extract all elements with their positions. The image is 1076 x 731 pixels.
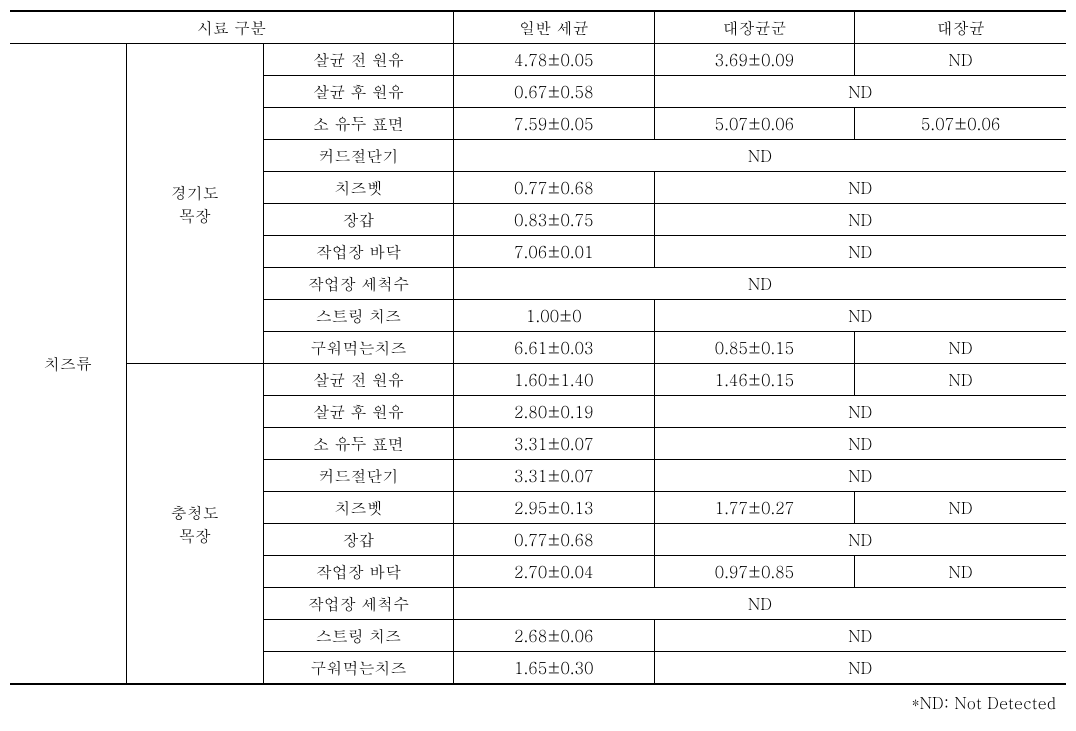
farm-gyeonggi-line1: 경기도 — [171, 181, 219, 204]
item-label: 살균 후 원유 — [263, 76, 453, 108]
cell-general: 0.67±0.58 — [454, 76, 655, 108]
cell-general: 0.77±0.68 — [454, 172, 655, 204]
table-row: 치즈류 경기도 목장 살균 전 원유 4.78±0.05 3.69±0.09 N… — [10, 44, 1066, 76]
cell-merged: ND — [654, 172, 1066, 204]
item-label: 작업장 바닥 — [263, 236, 453, 268]
item-label: 작업장 세척수 — [263, 268, 453, 300]
item-label: 치즈벳 — [263, 492, 453, 524]
item-label: 커드절단기 — [263, 460, 453, 492]
cell-general: 2.80±0.19 — [454, 396, 655, 428]
cell-merged: ND — [654, 76, 1066, 108]
header-ecoli: 대장균 — [855, 11, 1066, 44]
cell-general: 7.59±0.05 — [454, 108, 655, 140]
cell-coliform: 0.85±0.15 — [654, 332, 855, 364]
cell-ecoli: ND — [855, 492, 1066, 524]
cell-merged-all: ND — [454, 588, 1067, 620]
category-main: 치즈류 — [10, 44, 126, 685]
cell-general: 0.77±0.68 — [454, 524, 655, 556]
cell-merged: ND — [654, 460, 1066, 492]
item-label: 치즈벳 — [263, 172, 453, 204]
cell-merged: ND — [654, 620, 1066, 652]
cell-general: 4.78±0.05 — [454, 44, 655, 76]
header-sample-category: 시료 구분 — [10, 11, 454, 44]
cell-merged-all: ND — [454, 140, 1067, 172]
farm-chungcheong-line2: 목장 — [179, 524, 211, 547]
cell-ecoli: ND — [855, 556, 1066, 588]
item-label: 작업장 세척수 — [263, 588, 453, 620]
item-label: 작업장 바닥 — [263, 556, 453, 588]
cell-general: 2.95±0.13 — [454, 492, 655, 524]
cell-general: 7.06±0.01 — [454, 236, 655, 268]
cell-coliform: 1.46±0.15 — [654, 364, 855, 396]
cell-general: 2.68±0.06 — [454, 620, 655, 652]
cell-ecoli: ND — [855, 364, 1066, 396]
cell-general: 6.61±0.03 — [454, 332, 655, 364]
item-label: 스트링 치즈 — [263, 620, 453, 652]
cell-merged-all: ND — [454, 268, 1067, 300]
cell-merged: ND — [654, 396, 1066, 428]
item-label: 커드절단기 — [263, 140, 453, 172]
cell-general: 1.60±1.40 — [454, 364, 655, 396]
cell-merged: ND — [654, 204, 1066, 236]
footnote-nd: *ND: Not Detected — [10, 685, 1066, 714]
header-coliform-group: 대장균군 — [654, 11, 855, 44]
cell-general: 1.65±0.30 — [454, 652, 655, 685]
cell-merged: ND — [654, 652, 1066, 685]
item-label: 소 유두 표면 — [263, 428, 453, 460]
item-label: 장갑 — [263, 204, 453, 236]
table-header-row: 시료 구분 일반 세균 대장균군 대장균 — [10, 11, 1066, 44]
cell-general: 2.70±0.04 — [454, 556, 655, 588]
cell-general: 1.00±0 — [454, 300, 655, 332]
cell-ecoli: ND — [855, 332, 1066, 364]
cell-general: 3.31±0.07 — [454, 460, 655, 492]
table-row: 충청도 목장 살균 전 원유 1.60±1.40 1.46±0.15 ND — [10, 364, 1066, 396]
item-label: 살균 후 원유 — [263, 396, 453, 428]
item-label: 장갑 — [263, 524, 453, 556]
cell-coliform: 1.77±0.27 — [654, 492, 855, 524]
cell-merged: ND — [654, 236, 1066, 268]
cell-coliform: 5.07±0.06 — [654, 108, 855, 140]
item-label: 살균 전 원유 — [263, 44, 453, 76]
cell-general: 3.31±0.07 — [454, 428, 655, 460]
cell-merged: ND — [654, 428, 1066, 460]
farm-chungcheong-line1: 충청도 — [171, 501, 219, 524]
farm-gyeonggi-line2: 목장 — [179, 204, 211, 227]
header-general-bacteria: 일반 세균 — [454, 11, 655, 44]
item-label: 구워먹는치즈 — [263, 332, 453, 364]
cell-ecoli: ND — [855, 44, 1066, 76]
item-label: 스트링 치즈 — [263, 300, 453, 332]
farm-gyeonggi: 경기도 목장 — [126, 44, 263, 364]
cell-general: 0.83±0.75 — [454, 204, 655, 236]
cell-merged: ND — [654, 300, 1066, 332]
item-label: 구워먹는치즈 — [263, 652, 453, 685]
item-label: 소 유두 표면 — [263, 108, 453, 140]
cell-ecoli: 5.07±0.06 — [855, 108, 1066, 140]
farm-chungcheong: 충청도 목장 — [126, 364, 263, 685]
item-label: 살균 전 원유 — [263, 364, 453, 396]
bacteria-table: 시료 구분 일반 세균 대장균군 대장균 치즈류 경기도 목장 살균 전 원유 … — [10, 10, 1066, 685]
cell-coliform: 3.69±0.09 — [654, 44, 855, 76]
cell-coliform: 0.97±0.85 — [654, 556, 855, 588]
cell-merged: ND — [654, 524, 1066, 556]
